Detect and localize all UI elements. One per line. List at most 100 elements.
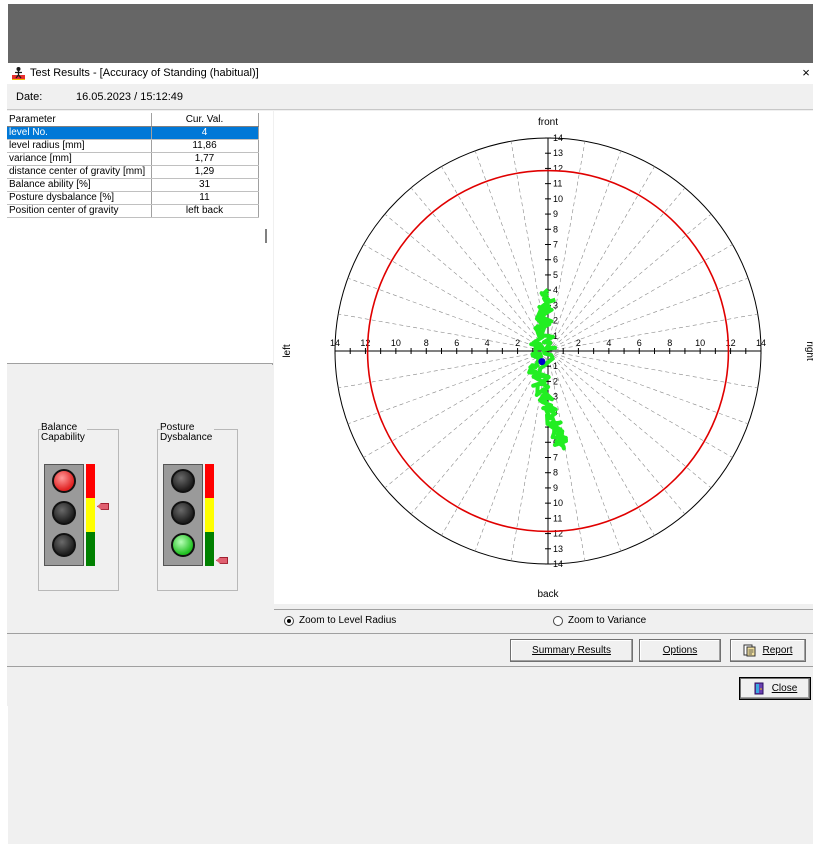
yellow-lamp: [52, 501, 76, 525]
radial-grid-line: [547, 350, 622, 552]
table-row[interactable]: variance [mm] 1,77: [7, 152, 259, 166]
radio-dot-selected[interactable]: [284, 615, 294, 626]
y-tick-label: 11: [553, 513, 562, 523]
x-tick-label: 14: [330, 338, 340, 348]
red-lamp: [52, 469, 76, 493]
y-tick-label: 8: [553, 468, 558, 478]
radial-grid-line: [338, 350, 549, 389]
radial-grid-line: [547, 313, 758, 352]
y-tick-label: 4: [553, 285, 558, 295]
posture-traffic-light: [163, 464, 203, 566]
radial-grid-line: [547, 187, 686, 352]
balance-traffic-light: [44, 464, 84, 566]
y-tick-label: 14: [553, 559, 563, 569]
x-tick-label: 6: [454, 338, 459, 348]
param-value: 4: [151, 126, 259, 140]
y-tick-label: 14: [553, 133, 563, 143]
close-button[interactable]: Close: [739, 677, 811, 700]
y-tick-label: 6: [553, 255, 558, 265]
level-radius-circle: [366, 169, 730, 533]
options-button[interactable]: Options: [639, 639, 721, 662]
table-row[interactable]: level No. 4: [7, 126, 259, 140]
front-label: front: [538, 117, 558, 128]
zoom-level-radius-radio[interactable]: Zoom to Level Radius: [284, 615, 396, 626]
x-tick-label: 12: [726, 338, 736, 348]
back-label: back: [537, 589, 559, 600]
param-value: 11,86: [151, 139, 259, 153]
radial-grid-line: [547, 213, 712, 352]
x-tick-label: 2: [576, 338, 581, 348]
y-tick-label: 2: [553, 316, 558, 326]
traffic-light-area: Balance Capability Posture Dysbalance: [7, 365, 273, 633]
posture-pointer-icon: [216, 556, 228, 564]
app-icon: [11, 66, 26, 81]
left-panel: Parameter Cur. Val. level No. 4 level ra…: [7, 111, 273, 633]
background-top-bar: [8, 4, 813, 63]
close-icon[interactable]: ×: [802, 65, 810, 80]
summary-results-button[interactable]: Summary Results: [510, 639, 633, 662]
door-exit-icon: [754, 682, 764, 695]
radial-grid-line: [410, 187, 549, 352]
radial-grid-line: [363, 350, 549, 458]
posture-level-bar: [205, 464, 214, 566]
table-row[interactable]: distance center of gravity [mm] 1,29: [7, 165, 259, 179]
balance-capability-group: Balance Capability: [38, 423, 119, 591]
param-value: 1,29: [151, 165, 259, 179]
parameter-table: Parameter Cur. Val. level No. 4 level ra…: [7, 113, 259, 218]
background-lower-area: [8, 706, 813, 844]
red-lamp: [171, 469, 195, 493]
y-tick-label: 7: [553, 453, 558, 463]
param-value: 11: [151, 191, 259, 205]
radial-grid-line: [347, 350, 549, 425]
y-tick-label: 9: [553, 209, 558, 219]
zoom-variance-label: Zoom to Variance: [568, 615, 647, 626]
y-tick-label: 12: [553, 163, 563, 173]
radial-grid-line: [547, 150, 622, 352]
x-tick-label: 2: [515, 338, 520, 348]
y-tick-label: 10: [553, 194, 563, 204]
radial-grid-line: [510, 350, 549, 561]
x-tick-label: 14: [756, 338, 766, 348]
y-tick-label: 12: [553, 529, 563, 539]
radial-grid-line: [547, 350, 758, 389]
param-name: level radius [mm]: [7, 139, 152, 153]
radial-grid-line: [547, 350, 733, 458]
zoom-level-radius-label: Zoom to Level Radius: [299, 615, 397, 626]
param-value: left back: [151, 204, 259, 218]
report-button[interactable]: Report: [730, 639, 806, 662]
y-tick-label: 3: [553, 300, 558, 310]
report-icon: [743, 644, 756, 657]
zoom-options-bar: Zoom to Level Radius Zoom to Variance: [274, 609, 813, 629]
param-name: distance center of gravity [mm]: [7, 165, 152, 179]
action-button-bar: Summary Results Options Report: [7, 633, 813, 667]
table-row[interactable]: Balance ability [%] 31: [7, 178, 259, 192]
y-tick-label: 2: [553, 376, 558, 386]
y-tick-label: 5: [553, 270, 558, 280]
radio-dot[interactable]: [553, 615, 563, 626]
zoom-variance-radio[interactable]: Zoom to Variance: [553, 615, 646, 626]
stabilogram-panel: 1 1 2 2 3 3 4 4 5 5 6 6 7 7 8 8 9 9 10 10 11 11 12 12 13 13 14 14 14…: [274, 111, 813, 604]
window-title: Test Results - [Accuracy of Standing (ha…: [30, 67, 259, 79]
table-row[interactable]: Position center of gravity left back: [7, 204, 259, 218]
title-bar: Test Results - [Accuracy of Standing (ha…: [7, 63, 813, 84]
y-tick-label: 8: [553, 224, 558, 234]
table-row[interactable]: level radius [mm] 11,86: [7, 139, 259, 153]
parameter-table-area: Parameter Cur. Val. level No. 4 level ra…: [7, 111, 273, 364]
x-tick-label: 12: [360, 338, 370, 348]
table-scroll-thumb[interactable]: [265, 229, 267, 243]
y-tick-label: 9: [553, 483, 558, 493]
y-tick-label: 1: [553, 361, 558, 371]
radial-grid-line: [338, 313, 549, 352]
y-tick-label: 3: [553, 392, 558, 402]
param-name: Position center of gravity: [7, 204, 152, 218]
yellow-lamp: [171, 501, 195, 525]
y-tick-label: 7: [553, 240, 558, 250]
radial-grid-line: [410, 350, 549, 515]
table-header-row: Parameter Cur. Val.: [7, 113, 259, 127]
posture-dysbalance-group: Posture Dysbalance: [157, 423, 238, 591]
header-current-value[interactable]: Cur. Val.: [151, 113, 259, 127]
radial-grid-line: [547, 166, 655, 352]
table-row[interactable]: Posture dysbalance [%] 11: [7, 191, 259, 205]
posture-dysbalance-title: Posture Dysbalance: [160, 422, 215, 443]
header-parameter[interactable]: Parameter: [7, 113, 152, 127]
